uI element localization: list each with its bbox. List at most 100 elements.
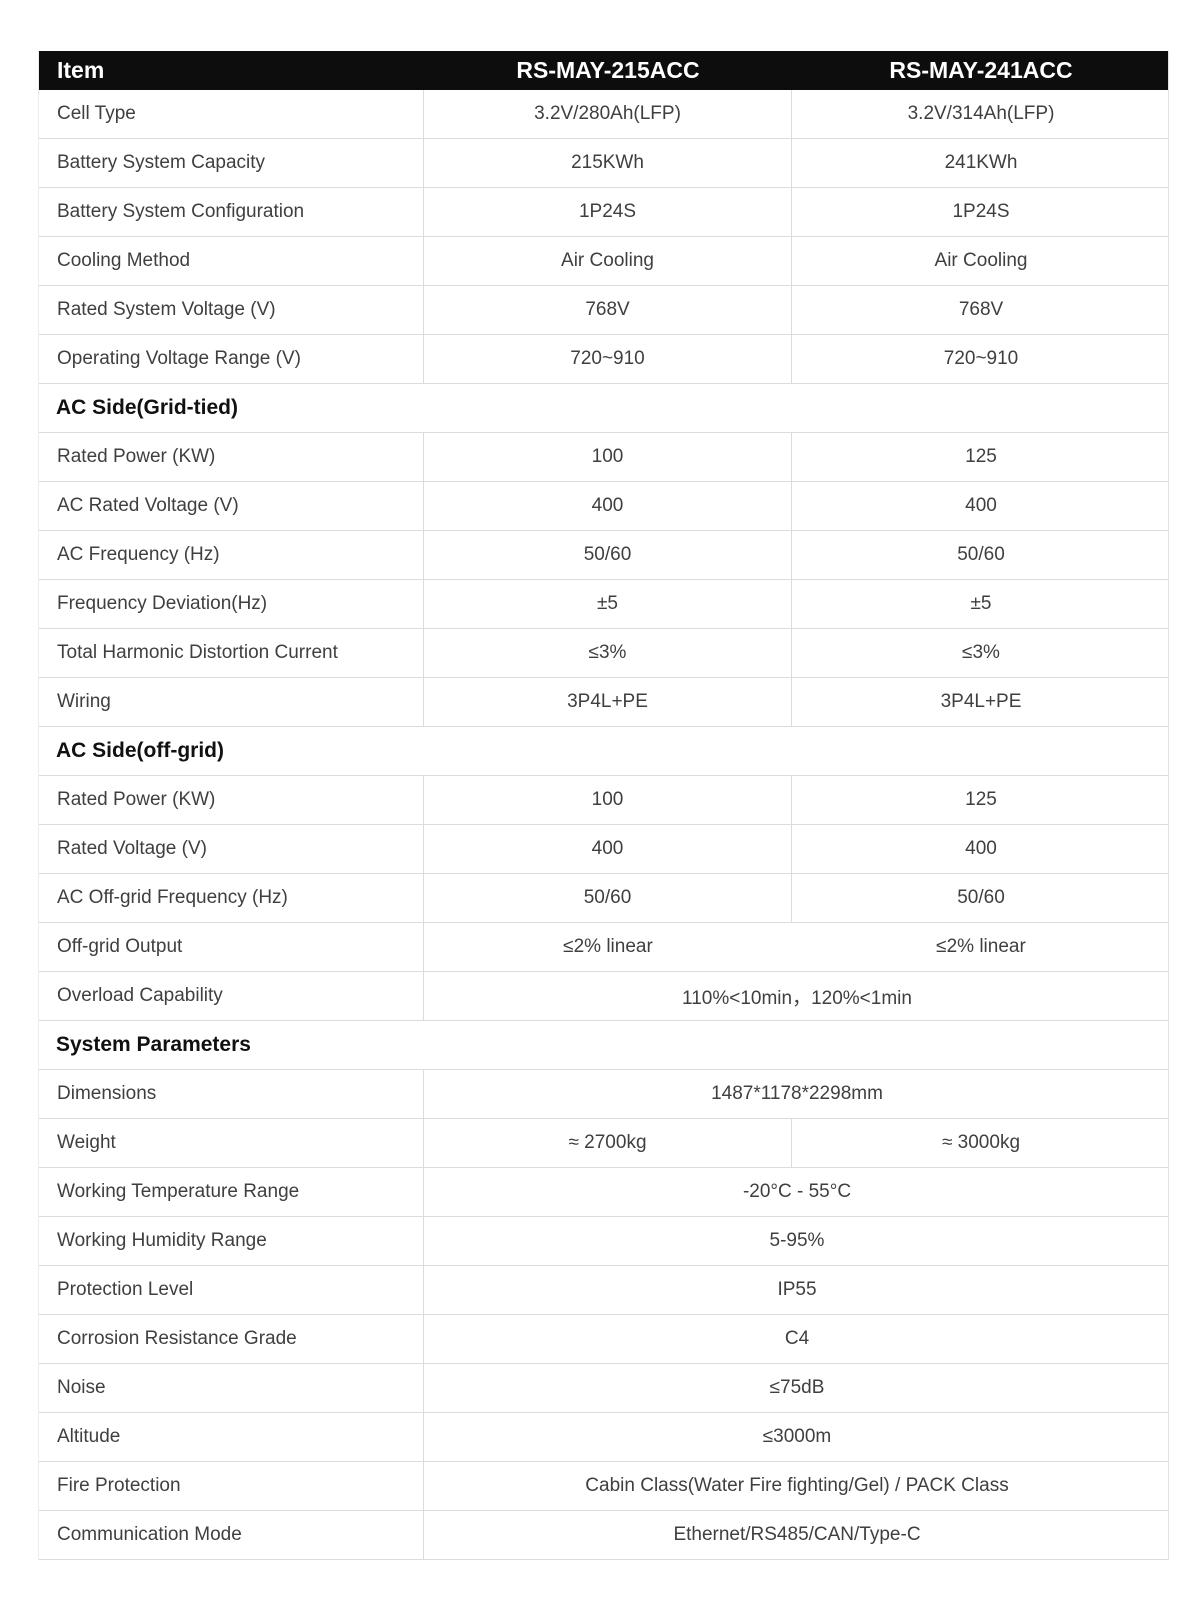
row-value-241: 400 xyxy=(965,495,997,516)
table-row: Operating Voltage Range (V) 720~910 720~… xyxy=(39,335,1168,384)
row-label: Communication Mode xyxy=(39,1511,424,1559)
table-row: Overload Capability 110%<10min，120%<1min xyxy=(39,972,1168,1021)
row-value-215: ≤2% linear xyxy=(563,936,653,957)
table-row: Weight ≈ 2700kg ≈ 3000kg xyxy=(39,1119,1168,1168)
row-value-241: ±5 xyxy=(970,593,992,614)
row-value-241: 400 xyxy=(965,838,997,859)
row-label: Battery System Configuration xyxy=(39,188,424,236)
table-row: Cell Type 3.2V/280Ah(LFP) 3.2V/314Ah(LFP… xyxy=(39,90,1168,139)
table-row: Noise ≤75dB xyxy=(39,1364,1168,1413)
row-label: Cooling Method xyxy=(39,237,424,285)
row-value-merged: Ethernet/RS485/CAN/Type-C xyxy=(673,1524,921,1545)
row-label: Frequency Deviation(Hz) xyxy=(39,580,424,628)
table-row: Rated System Voltage (V) 768V 768V xyxy=(39,286,1168,335)
section-title-ac-off-grid: AC Side(off-grid) xyxy=(39,727,1168,776)
row-value-241: 50/60 xyxy=(957,544,1005,565)
table-row: Fire Protection Cabin Class(Water Fire f… xyxy=(39,1462,1168,1511)
table-row: Protection Level IP55 xyxy=(39,1266,1168,1315)
row-label: Dimensions xyxy=(39,1070,424,1118)
table-row: Wiring 3P4L+PE 3P4L+PE xyxy=(39,678,1168,727)
section-title-ac-grid-tied: AC Side(Grid-tied) xyxy=(39,384,1168,433)
row-value-241: 720~910 xyxy=(943,348,1019,369)
row-label: Rated Voltage (V) xyxy=(39,825,424,873)
table-row: Communication Mode Ethernet/RS485/CAN/Ty… xyxy=(39,1511,1168,1560)
header-item-label: Item xyxy=(57,57,105,83)
spec-table: Item RS-MAY-215ACC RS-MAY-241ACC Cell Ty… xyxy=(38,51,1169,1560)
row-label: Altitude xyxy=(39,1413,424,1461)
table-row: Rated Power (KW) 100 125 xyxy=(39,433,1168,482)
table-row: Working Humidity Range 5-95% xyxy=(39,1217,1168,1266)
row-value-merged: -20°C - 55°C xyxy=(742,1181,852,1202)
row-label: Battery System Capacity xyxy=(39,139,424,187)
row-value-215: 3.2V/280Ah(LFP) xyxy=(424,90,792,138)
row-value-215: 1P24S xyxy=(424,188,792,236)
row-label: Protection Level xyxy=(39,1266,424,1314)
row-label: Cell Type xyxy=(39,90,424,138)
row-value-241: 241KWh xyxy=(944,152,1018,173)
row-label: AC Frequency (Hz) xyxy=(39,531,424,579)
row-value-241: Air Cooling xyxy=(934,250,1028,271)
row-value-215: ≈ 2700kg xyxy=(424,1119,792,1167)
row-value-241: 3.2V/314Ah(LFP) xyxy=(907,103,1055,124)
table-row: AC Rated Voltage (V) 400 400 xyxy=(39,482,1168,531)
table-row: AC Off-grid Frequency (Hz) 50/60 50/60 xyxy=(39,874,1168,923)
table-row: Rated Voltage (V) 400 400 xyxy=(39,825,1168,874)
row-value-215: ±5 xyxy=(424,580,792,628)
row-value-241: 3P4L+PE xyxy=(940,691,1022,712)
row-value-merged: ≤75dB xyxy=(769,1377,825,1398)
header-model-241: RS-MAY-241ACC xyxy=(889,57,1073,83)
row-value-241: 125 xyxy=(965,789,997,810)
table-header: Item RS-MAY-215ACC RS-MAY-241ACC xyxy=(39,51,1168,90)
row-label: Operating Voltage Range (V) xyxy=(39,335,424,383)
row-value-215: 100 xyxy=(424,776,792,824)
table-row: Total Harmonic Distortion Current ≤3% ≤3… xyxy=(39,629,1168,678)
table-row: Off-grid Output ≤2% linear ≤2% linear xyxy=(39,923,1168,972)
table-row: Corrosion Resistance Grade C4 xyxy=(39,1315,1168,1364)
table-row: Frequency Deviation(Hz) ±5 ±5 xyxy=(39,580,1168,629)
row-value-215: 215KWh xyxy=(424,139,792,187)
row-label: Off-grid Output xyxy=(39,923,424,971)
row-value-215: 50/60 xyxy=(424,531,792,579)
row-value-241: ≤3% xyxy=(962,642,1000,663)
table-row: Cooling Method Air Cooling Air Cooling xyxy=(39,237,1168,286)
row-value-merged: C4 xyxy=(784,1328,810,1349)
row-label: Rated System Voltage (V) xyxy=(39,286,424,334)
table-row: Rated Power (KW) 100 125 xyxy=(39,776,1168,825)
row-value-215: ≤3% xyxy=(424,629,792,677)
row-label: Wiring xyxy=(39,678,424,726)
table-row: Dimensions 1487*1178*2298mm xyxy=(39,1070,1168,1119)
row-label: Noise xyxy=(39,1364,424,1412)
row-value-241: ≤2% linear xyxy=(936,936,1026,957)
row-value-215: 400 xyxy=(424,825,792,873)
row-value-241: 50/60 xyxy=(957,887,1005,908)
row-value-215: 400 xyxy=(424,482,792,530)
row-value-215: 720~910 xyxy=(424,335,792,383)
table-row: AC Frequency (Hz) 50/60 50/60 xyxy=(39,531,1168,580)
table-row: Working Temperature Range -20°C - 55°C xyxy=(39,1168,1168,1217)
header-model-215: RS-MAY-215ACC xyxy=(516,57,700,83)
table-row: Battery System Capacity 215KWh 241KWh xyxy=(39,139,1168,188)
row-value-215: 3P4L+PE xyxy=(424,678,792,726)
row-value-merged: 110%<10min，120%<1min xyxy=(682,987,912,1009)
row-value-merged: 5-95% xyxy=(769,1230,825,1251)
row-label: Working Temperature Range xyxy=(39,1168,424,1216)
row-label: Corrosion Resistance Grade xyxy=(39,1315,424,1363)
row-value-merged: 1487*1178*2298mm xyxy=(711,1083,883,1104)
row-value-215: Air Cooling xyxy=(424,237,792,285)
row-value-merged: ≤3000m xyxy=(762,1426,832,1447)
row-label: Weight xyxy=(39,1119,424,1167)
row-value-241: ≈ 3000kg xyxy=(941,1132,1021,1153)
row-value-merged: IP55 xyxy=(777,1279,817,1300)
row-label: Working Humidity Range xyxy=(39,1217,424,1265)
row-value-215: 100 xyxy=(424,433,792,481)
row-value-215: 768V xyxy=(424,286,792,334)
row-label: Total Harmonic Distortion Current xyxy=(39,629,424,677)
row-label: Fire Protection xyxy=(39,1462,424,1510)
row-value-241: 125 xyxy=(965,446,997,467)
section-title-system-parameters: System Parameters xyxy=(39,1021,1168,1070)
row-value-241: 1P24S xyxy=(952,201,1010,222)
row-label: AC Rated Voltage (V) xyxy=(39,482,424,530)
row-label: AC Off-grid Frequency (Hz) xyxy=(39,874,424,922)
row-value-241: 768V xyxy=(958,299,1004,320)
row-value-215: 50/60 xyxy=(424,874,792,922)
